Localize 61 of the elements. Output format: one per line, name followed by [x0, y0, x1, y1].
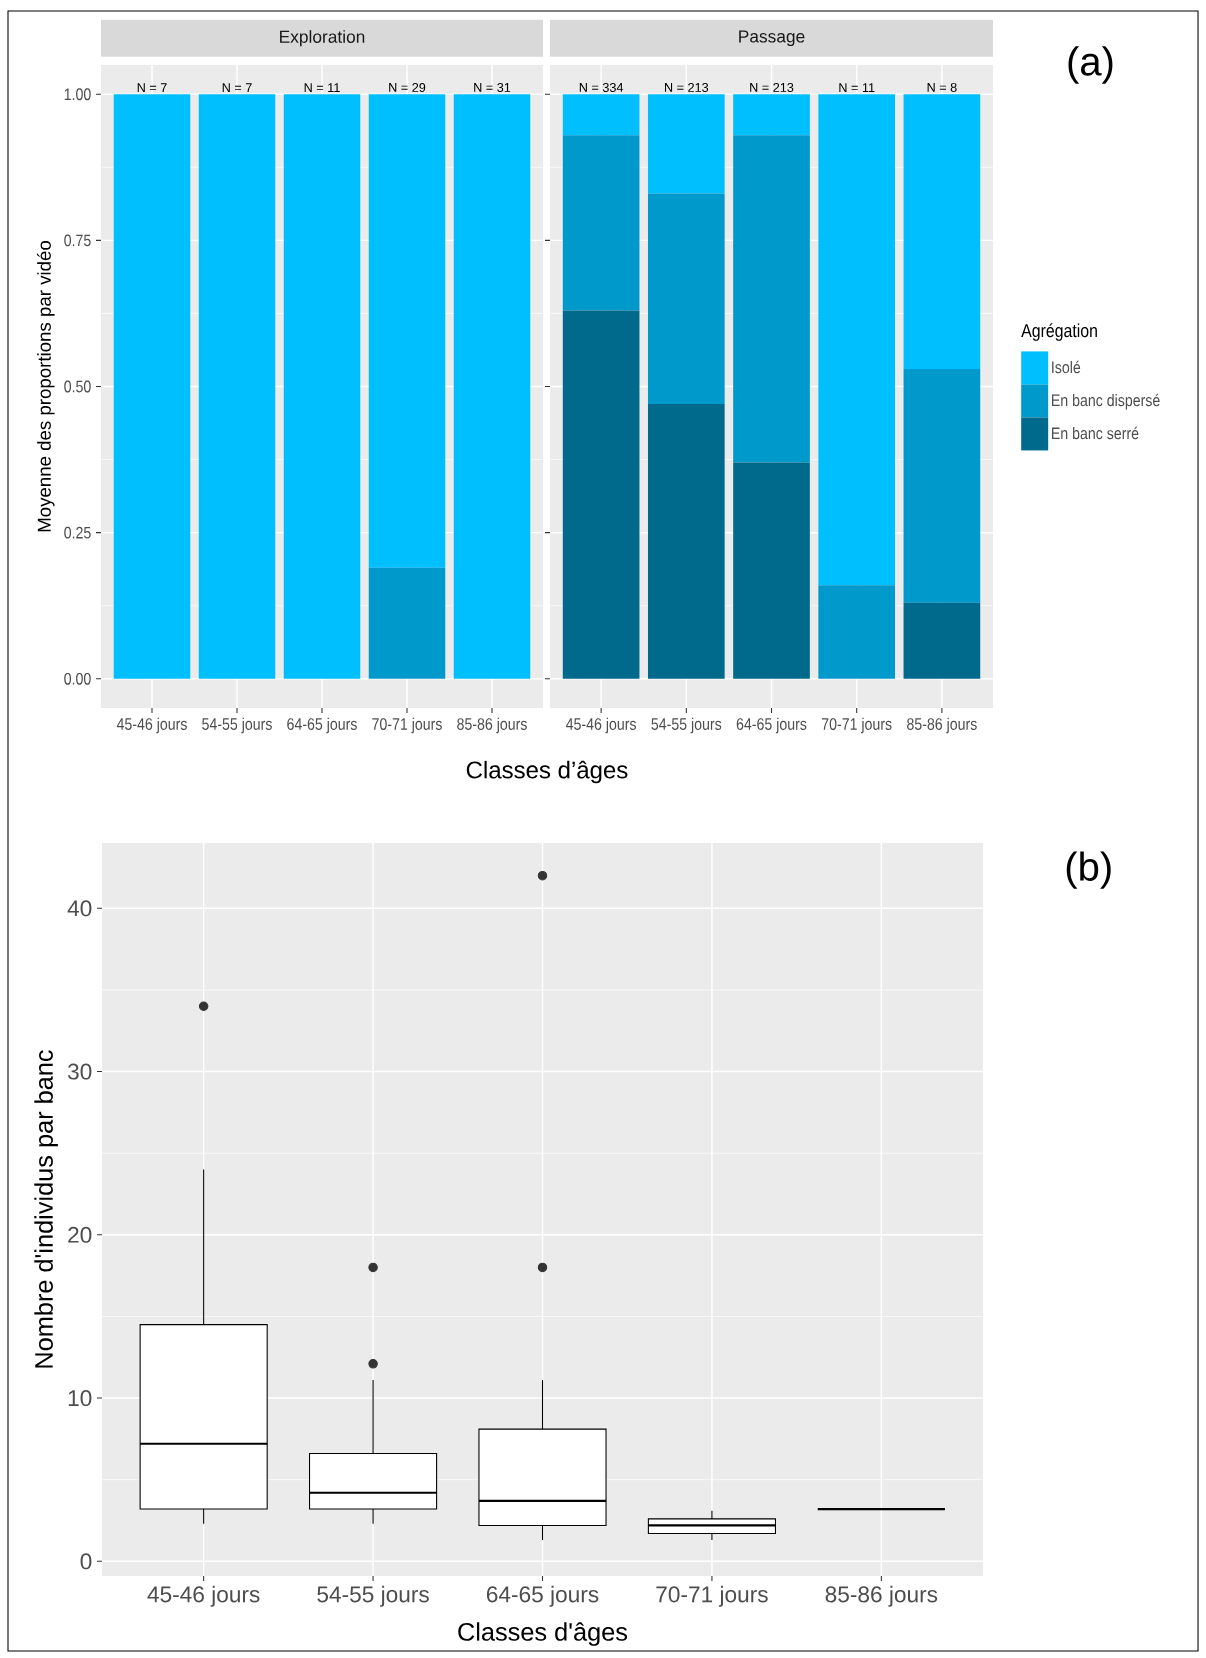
annotation: N = 213 — [750, 82, 794, 92]
x-tick-label: 70-71 jours — [656, 1585, 768, 1607]
y-tick-label: 0.75 — [64, 234, 91, 247]
chart-title: Exploration — [280, 30, 365, 47]
x-tick-label: 85-86 jours — [825, 1585, 938, 1607]
x-tick-label: 70-71 jours — [821, 717, 892, 734]
x-tick-label: 85-86 jours — [457, 717, 527, 734]
bar — [903, 368, 981, 603]
y-tick-label: 30 — [67, 1063, 92, 1080]
chart-title: Passage — [739, 30, 805, 46]
bar — [562, 94, 640, 136]
text: (a) — [1068, 46, 1113, 84]
annotation: N = 29 — [389, 82, 426, 92]
bar — [647, 193, 725, 405]
y-axis-title: Nombre d'individus par banc — [34, 1050, 58, 1368]
y-tick-label: 10 — [68, 1390, 92, 1407]
x-tick-label: 54-55 jours — [317, 1585, 429, 1607]
annotation: N = 7 — [222, 83, 252, 92]
x-tick-label: 64-65 jours — [486, 1585, 599, 1607]
y-tick-label: 20 — [68, 1226, 92, 1243]
annotation: N = 7 — [137, 83, 167, 92]
x-tick-label: 45-46 jours — [116, 717, 187, 734]
y-tick-label: 1.00 — [64, 88, 91, 101]
legend-label: En banc serré — [1052, 426, 1139, 440]
x-tick-label: 64-65 jours — [287, 717, 357, 734]
y-axis-title: Moyenne des proportions par vidéo — [36, 241, 55, 532]
annotation: N = 213 — [665, 82, 709, 92]
legend-label: Isolé — [1052, 360, 1081, 374]
bar — [562, 310, 640, 679]
bar — [818, 94, 896, 586]
y-tick-label: 0 — [80, 1553, 92, 1570]
x-tick-label: 64-65 jours — [736, 717, 807, 734]
x-axis-title: Classes d’âges — [466, 760, 628, 784]
bar — [647, 404, 725, 679]
legend-label: En banc dispersé — [1052, 393, 1160, 410]
x-tick-label: 45-46 jours — [566, 717, 637, 734]
x-tick-label: 54-55 jours — [651, 717, 722, 734]
annotation: N = 334 — [579, 82, 624, 92]
bar — [647, 94, 725, 194]
bar — [818, 585, 896, 679]
y-tick-label: 0.25 — [64, 526, 91, 539]
bar — [903, 94, 981, 369]
y-tick-label: 0.00 — [64, 672, 91, 685]
annotation: N = 11 — [839, 83, 875, 92]
x-axis-title: Classes d'âges — [458, 1622, 628, 1646]
annotation: N = 8 — [927, 82, 957, 92]
text: (b) — [1066, 851, 1111, 889]
bar — [733, 135, 810, 463]
y-tick-label: 40 — [67, 900, 92, 917]
bar — [562, 135, 640, 311]
bar — [903, 602, 981, 679]
annotation: N = 11 — [304, 83, 340, 92]
annotation: N = 31 — [474, 82, 511, 92]
x-tick-label: 70-71 jours — [372, 717, 442, 734]
legend-title: Agrégation — [1021, 323, 1097, 341]
x-tick-label: 45-46 jours — [147, 1585, 260, 1607]
bar — [733, 462, 810, 679]
y-tick-label: 0.50 — [64, 380, 91, 393]
x-tick-label: 54-55 jours — [202, 717, 272, 734]
bar — [733, 94, 810, 136]
x-tick-label: 85-86 jours — [907, 717, 977, 734]
